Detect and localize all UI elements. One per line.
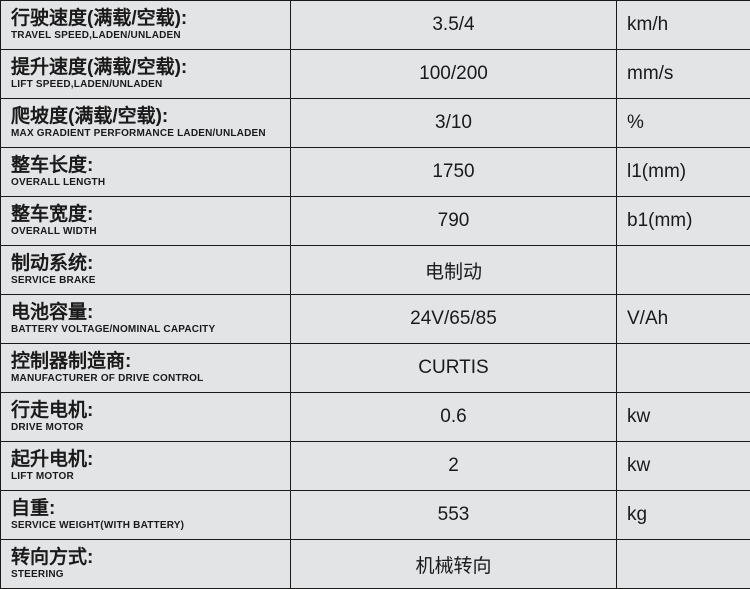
cell-value: 电制动 — [291, 246, 617, 295]
cell-label: 起升电机: LIFT MOTOR — [1, 442, 291, 491]
label-cn: 行走电机: — [11, 401, 290, 422]
label-cn: 起升电机: — [11, 450, 290, 471]
cell-value: 0.6 — [291, 393, 617, 442]
cell-value: 100/200 — [291, 50, 617, 99]
cell-unit: kw — [617, 393, 750, 442]
cell-unit: b1(mm) — [617, 197, 750, 246]
cell-value: 3/10 — [291, 99, 617, 148]
spec-table-body: 行驶速度(满载/空载): TRAVEL SPEED,LADEN/UNLADEN … — [1, 1, 750, 589]
cell-value: 24V/65/85 — [291, 295, 617, 344]
label-cn: 提升速度(满载/空载): — [11, 58, 290, 79]
cell-unit: kw — [617, 442, 750, 491]
cell-value: CURTIS — [291, 344, 617, 393]
label-cn: 爬坡度(满载/空载): — [11, 107, 290, 128]
cell-unit — [617, 246, 750, 295]
cell-label: 爬坡度(满载/空载): MAX GRADIENT PERFORMANCE LAD… — [1, 99, 291, 148]
cell-label: 整车宽度: OVERALL WIDTH — [1, 197, 291, 246]
cell-unit — [617, 540, 750, 589]
label-cn: 自重: — [11, 499, 290, 520]
label-en: DRIVE MOTOR — [11, 422, 290, 433]
cell-label: 行驶速度(满载/空载): TRAVEL SPEED,LADEN/UNLADEN — [1, 1, 291, 50]
table-row: 转向方式: STEERING 机械转向 — [1, 540, 750, 589]
label-en: SERVICE BRAKE — [11, 275, 290, 286]
cell-label: 提升速度(满载/空载): LIFT SPEED,LADEN/UNLADEN — [1, 50, 291, 99]
cell-value: 1750 — [291, 148, 617, 197]
label-en: MANUFACTURER OF DRIVE CONTROL — [11, 373, 290, 384]
cell-unit: % — [617, 99, 750, 148]
table-row: 自重: SERVICE WEIGHT(WITH BATTERY) 553 kg — [1, 491, 750, 540]
cell-label: 自重: SERVICE WEIGHT(WITH BATTERY) — [1, 491, 291, 540]
table-row: 起升电机: LIFT MOTOR 2 kw — [1, 442, 750, 491]
table-row: 制动系统: SERVICE BRAKE 电制动 — [1, 246, 750, 295]
label-en: TRAVEL SPEED,LADEN/UNLADEN — [11, 30, 290, 41]
cell-label: 控制器制造商: MANUFACTURER OF DRIVE CONTROL — [1, 344, 291, 393]
table-row: 爬坡度(满载/空载): MAX GRADIENT PERFORMANCE LAD… — [1, 99, 750, 148]
cell-unit: l1(mm) — [617, 148, 750, 197]
cell-unit: kg — [617, 491, 750, 540]
cell-label: 整车长度: OVERALL LENGTH — [1, 148, 291, 197]
table-row: 行走电机: DRIVE MOTOR 0.6 kw — [1, 393, 750, 442]
table-row: 控制器制造商: MANUFACTURER OF DRIVE CONTROL CU… — [1, 344, 750, 393]
cell-label: 转向方式: STEERING — [1, 540, 291, 589]
cell-value: 2 — [291, 442, 617, 491]
cell-value: 3.5/4 — [291, 1, 617, 50]
cell-value: 790 — [291, 197, 617, 246]
label-en: OVERALL WIDTH — [11, 226, 290, 237]
label-cn: 整车宽度: — [11, 205, 290, 226]
label-en: STEERING — [11, 569, 290, 580]
table-row: 行驶速度(满载/空载): TRAVEL SPEED,LADEN/UNLADEN … — [1, 1, 750, 50]
table-row: 整车长度: OVERALL LENGTH 1750 l1(mm) — [1, 148, 750, 197]
table-row: 提升速度(满载/空载): LIFT SPEED,LADEN/UNLADEN 10… — [1, 50, 750, 99]
cell-label: 行走电机: DRIVE MOTOR — [1, 393, 291, 442]
cell-label: 制动系统: SERVICE BRAKE — [1, 246, 291, 295]
table-row: 电池容量: BATTERY VOLTAGE/NOMINAL CAPACITY 2… — [1, 295, 750, 344]
cell-unit: km/h — [617, 1, 750, 50]
label-cn: 电池容量: — [11, 303, 290, 324]
cell-value: 553 — [291, 491, 617, 540]
spec-table: 行驶速度(满载/空载): TRAVEL SPEED,LADEN/UNLADEN … — [0, 0, 750, 589]
label-en: SERVICE WEIGHT(WITH BATTERY) — [11, 520, 290, 531]
label-cn: 整车长度: — [11, 156, 290, 177]
label-cn: 行驶速度(满载/空载): — [11, 9, 290, 30]
label-en: MAX GRADIENT PERFORMANCE LADEN/UNLADEN — [11, 128, 290, 139]
label-cn: 控制器制造商: — [11, 352, 290, 373]
label-cn: 转向方式: — [11, 548, 290, 569]
table-row: 整车宽度: OVERALL WIDTH 790 b1(mm) — [1, 197, 750, 246]
cell-unit: mm/s — [617, 50, 750, 99]
label-en: BATTERY VOLTAGE/NOMINAL CAPACITY — [11, 324, 290, 335]
cell-value: 机械转向 — [291, 540, 617, 589]
label-en: LIFT MOTOR — [11, 471, 290, 482]
cell-label: 电池容量: BATTERY VOLTAGE/NOMINAL CAPACITY — [1, 295, 291, 344]
label-en: LIFT SPEED,LADEN/UNLADEN — [11, 79, 290, 90]
cell-unit — [617, 344, 750, 393]
label-en: OVERALL LENGTH — [11, 177, 290, 188]
label-cn: 制动系统: — [11, 254, 290, 275]
cell-unit: V/Ah — [617, 295, 750, 344]
